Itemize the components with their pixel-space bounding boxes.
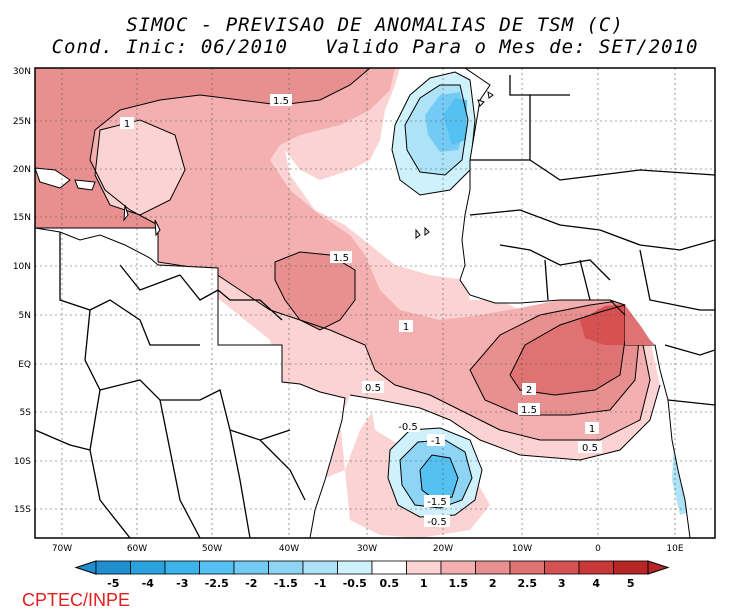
legend-swatch [509, 560, 545, 575]
cold-anomaly-north-3 [443, 98, 467, 145]
contour-label: 1.5 [333, 253, 349, 264]
grid-lines [35, 68, 715, 538]
map-frame [34, 67, 716, 539]
lon-label: 0 [595, 544, 601, 554]
contour-label: -1 [431, 436, 441, 447]
legend-arrow-right [647, 560, 670, 575]
gulf-of-guinea [625, 305, 655, 345]
lon-label: 10E [666, 544, 683, 554]
contour-label: 0.5 [365, 383, 381, 394]
lat-label: 5S [20, 408, 32, 418]
warm-anomaly-2.5 [580, 304, 625, 345]
contour-label: -0.5 [398, 422, 418, 433]
legend-label: 0.5 [380, 577, 400, 590]
atlantic-islands [415, 91, 494, 239]
legend-swatch [475, 560, 511, 575]
lon-label: 30W [357, 544, 377, 554]
cold-anomaly-south-2 [420, 455, 458, 500]
legend-swatch [578, 560, 614, 575]
lat-axis: 30N 25N 20N 15N 10N 5N EQ 5S 10S 15S [13, 67, 31, 515]
credit-label: CPTEC/INPE [22, 590, 131, 610]
lon-label: 60W [127, 544, 147, 554]
lat-label: 20N [13, 165, 31, 175]
legend-swatch [130, 560, 166, 575]
legend-swatch [613, 560, 649, 575]
legend-label: -3 [176, 577, 188, 590]
legend-label: -1.5 [274, 577, 298, 590]
legend-label: 1 [420, 577, 428, 590]
legend-swatch [199, 560, 235, 575]
contour-labels: 1.5 1 1.5 1 0.5 2 1.5 1 0.5 -0.5 -1 -1.5… [120, 94, 602, 528]
contour-label: 1 [589, 424, 595, 435]
caribbean-islands [35, 167, 161, 237]
map-field: 1.5 1 1.5 1 0.5 2 1.5 1 0.5 -0.5 -1 -1.5… [35, 68, 715, 538]
lon-label: 70W [52, 544, 72, 554]
lat-label: 15S [14, 505, 31, 515]
legend-label: -0.5 [343, 577, 367, 590]
lat-label: EQ [18, 360, 31, 370]
lon-label: 50W [202, 544, 222, 554]
legend-arrow-left [74, 560, 97, 575]
map-title: SIMOC - PREVISAO DE ANOMALIAS DE TSM (C) [126, 14, 624, 36]
legend-swatch [440, 560, 476, 575]
legend-label: -5 [107, 577, 119, 590]
contour-label: 1 [124, 119, 130, 130]
legend-label: -4 [142, 577, 155, 590]
legend-swatch [337, 560, 373, 575]
contour-label: 2 [526, 385, 532, 396]
map-subtitle: Cond. Inic: 06/2010 Valido Para o Mes de… [51, 36, 699, 58]
south-america-landmass [35, 227, 346, 538]
legend-swatch [302, 560, 338, 575]
contour-label: 1 [403, 322, 409, 333]
lon-label: 10W [512, 544, 532, 554]
legend-label: 3 [558, 577, 566, 590]
warm-anomaly-1.5 [35, 68, 370, 228]
africa-landmass [459, 68, 715, 538]
lon-axis: 70W 60W 50W 40W 30W 20W 10W 0 10E [52, 544, 684, 554]
contour-label: 0.5 [582, 443, 598, 454]
legend-label: 1.5 [449, 577, 469, 590]
lat-label: 25N [13, 117, 31, 127]
contour-label: 1.5 [273, 96, 289, 107]
legend-label: 2 [489, 577, 497, 590]
contour-label: 1.5 [521, 405, 537, 416]
legend-swatch [371, 560, 407, 575]
legend-swatch [164, 560, 200, 575]
legend-label: 2.5 [518, 577, 538, 590]
contour-label: -0.5 [427, 517, 447, 528]
legend-swatch [95, 560, 131, 575]
warm-anomaly-1.5b [275, 252, 355, 330]
warm-anomaly-pale-north [95, 120, 185, 215]
lat-label: 5N [19, 311, 31, 321]
legend-label: 5 [627, 577, 635, 590]
lon-label: 40W [279, 544, 299, 554]
legend-label: -2 [245, 577, 257, 590]
legend-swatch [268, 560, 304, 575]
legend-swatch [406, 560, 442, 575]
lat-label: 15N [13, 213, 31, 223]
legend-label: -2.5 [205, 577, 229, 590]
legend-label: -1 [314, 577, 326, 590]
legend-swatch [233, 560, 269, 575]
lat-label: 10N [13, 262, 31, 272]
contour-label: -1.5 [427, 497, 447, 508]
lat-label: 30N [13, 67, 31, 77]
legend-label: 4 [592, 577, 600, 590]
lon-label: 20W [433, 544, 453, 554]
legend-swatch [544, 560, 580, 575]
lat-label: 10S [14, 457, 31, 467]
color-legend: -5 -4 -3 -2.5 -2 -1.5 -1 -0.5 0.5 1 1.5 2 2.5 3 4 5 [74, 560, 670, 590]
